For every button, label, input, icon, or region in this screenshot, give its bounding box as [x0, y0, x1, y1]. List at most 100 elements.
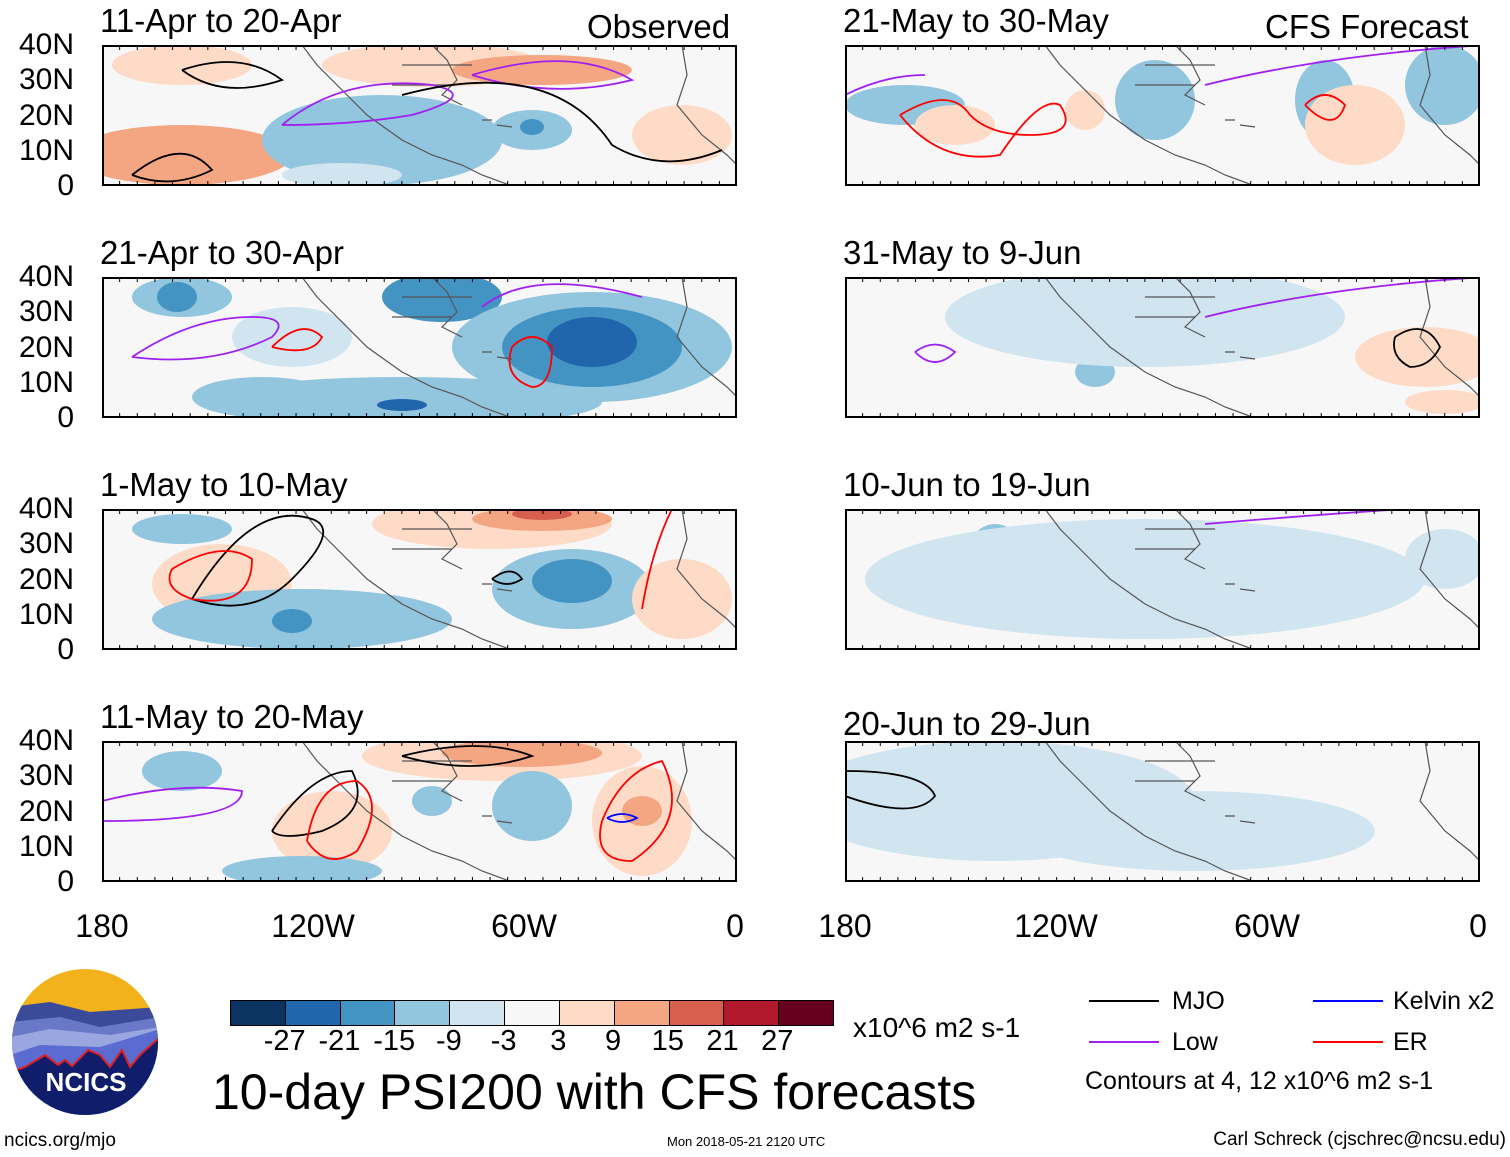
lat-label: 40N [18, 260, 74, 293]
anomaly-shading [1065, 90, 1105, 130]
anomaly-shading [102, 125, 292, 185]
anomaly-shading [272, 791, 392, 871]
lat-label: 40N [18, 492, 74, 525]
anomaly-shading [1305, 85, 1405, 165]
lat-label: 30N [18, 527, 74, 561]
lat-label: 0 [57, 865, 74, 898]
coastline [1044, 509, 1480, 650]
map-panel [102, 277, 737, 418]
contour-line [131, 316, 280, 361]
lon-label: 0 [1469, 908, 1487, 944]
anomaly-shading [157, 282, 197, 312]
lat-label: 0 [57, 401, 74, 434]
contour-line [191, 514, 325, 607]
contour-line [281, 82, 454, 126]
coastline [301, 45, 737, 186]
lon-label: 120W [1014, 908, 1098, 944]
lat-label: 30N [18, 63, 74, 97]
site-url[interactable]: ncics.org/mjo [4, 1130, 116, 1151]
colorbar-tick-label: -3 [490, 1025, 517, 1057]
contour-line [131, 152, 214, 183]
colorbar-swatch [285, 1001, 341, 1025]
contour-line [914, 343, 957, 363]
map-panel [845, 509, 1480, 650]
contour-line [899, 99, 1067, 158]
contour-line [168, 550, 253, 602]
colorbar-tick-label: -15 [373, 1025, 416, 1057]
anomaly-shading [132, 514, 232, 544]
panel-title: 21-May to 30-May [843, 2, 1109, 39]
colorbar-tick-label: 21 [706, 1025, 739, 1057]
anomaly-shading [1405, 390, 1480, 414]
anomaly-shading [232, 307, 352, 367]
colorbar-tick-label: -9 [436, 1025, 462, 1057]
colorbar-swatch [340, 1001, 396, 1025]
anomaly-shading [1115, 60, 1195, 140]
contour-line [271, 328, 324, 352]
anomaly-shading [442, 741, 602, 767]
lat-label: 20N [18, 330, 74, 364]
lat-label: 30N [18, 759, 74, 793]
anomaly-shading [945, 277, 1345, 367]
lat-label: 10N [18, 829, 74, 863]
colorbar-units: x10^6 m2 s-1 [853, 1012, 1021, 1043]
contour-line [401, 81, 723, 163]
colorbar-tick-label: 3 [550, 1025, 567, 1057]
lat-label: 0 [57, 169, 74, 202]
anomaly-shading [272, 609, 312, 633]
legend-label-low: Low [1172, 1028, 1218, 1056]
contour-line [599, 759, 673, 862]
legend-label-mjo: MJO [1172, 987, 1225, 1015]
lon-label: 60W [491, 908, 557, 944]
contour-line [641, 509, 673, 610]
panel-title: 31-May to 9-Jun [843, 234, 1082, 271]
lon-label: 180 [818, 908, 872, 944]
anomaly-shading [865, 519, 1425, 639]
legend-label-kelvin: Kelvin x2 [1393, 987, 1495, 1015]
lat-label: 10N [18, 133, 74, 167]
anomaly-shading [915, 105, 995, 145]
coastline [1044, 741, 1480, 882]
lat-label: 10N [18, 597, 74, 631]
colorbar-swatch [505, 1001, 560, 1025]
colorbar-tick-label: 9 [605, 1025, 622, 1057]
contour-line [491, 570, 524, 585]
anomaly-shading [222, 856, 382, 882]
map-panel [845, 741, 1480, 882]
panel-title: 21-Apr to 30-Apr [100, 234, 344, 271]
panel-title: 10-Jun to 19-Jun [843, 466, 1091, 503]
map-panel [845, 45, 1480, 186]
anomaly-shading [492, 771, 572, 841]
lon-label: 180 [75, 908, 129, 944]
panel-title: 11-May to 20-May [100, 698, 364, 735]
map-panel [102, 741, 737, 882]
anomaly-shading [532, 559, 612, 603]
observed-label: Observed [587, 8, 731, 45]
colorbar-swatch [559, 1001, 615, 1025]
anomaly-shading [632, 105, 732, 165]
coastline [301, 277, 737, 418]
anomaly-shading [622, 796, 662, 826]
ncics-logo: NCICS [12, 969, 158, 1115]
colorbar-swatch [231, 1001, 286, 1025]
anomaly-shading [1405, 45, 1480, 125]
anomaly-shading [1015, 791, 1375, 871]
anomaly-shading [412, 786, 452, 816]
legend-line-er [1313, 1041, 1383, 1043]
logo-text: NCICS [46, 1067, 127, 1097]
anomaly-shading [520, 119, 544, 135]
colorbar-tick-label: -27 [263, 1025, 306, 1057]
legend-line-mjo [1089, 1000, 1159, 1002]
map-panel [845, 277, 1480, 418]
anomaly-shading [377, 399, 427, 411]
anomaly-shading [192, 377, 332, 417]
lon-label: 60W [1234, 908, 1300, 944]
coastline [301, 741, 737, 882]
anomaly-shading [632, 559, 732, 639]
anomaly-shading [282, 163, 402, 186]
colorbar-tick-label: 15 [651, 1025, 684, 1057]
anomaly-shading [452, 55, 632, 85]
colorbar-tick-label: -21 [318, 1025, 361, 1057]
legend-label-er: ER [1393, 1028, 1428, 1056]
